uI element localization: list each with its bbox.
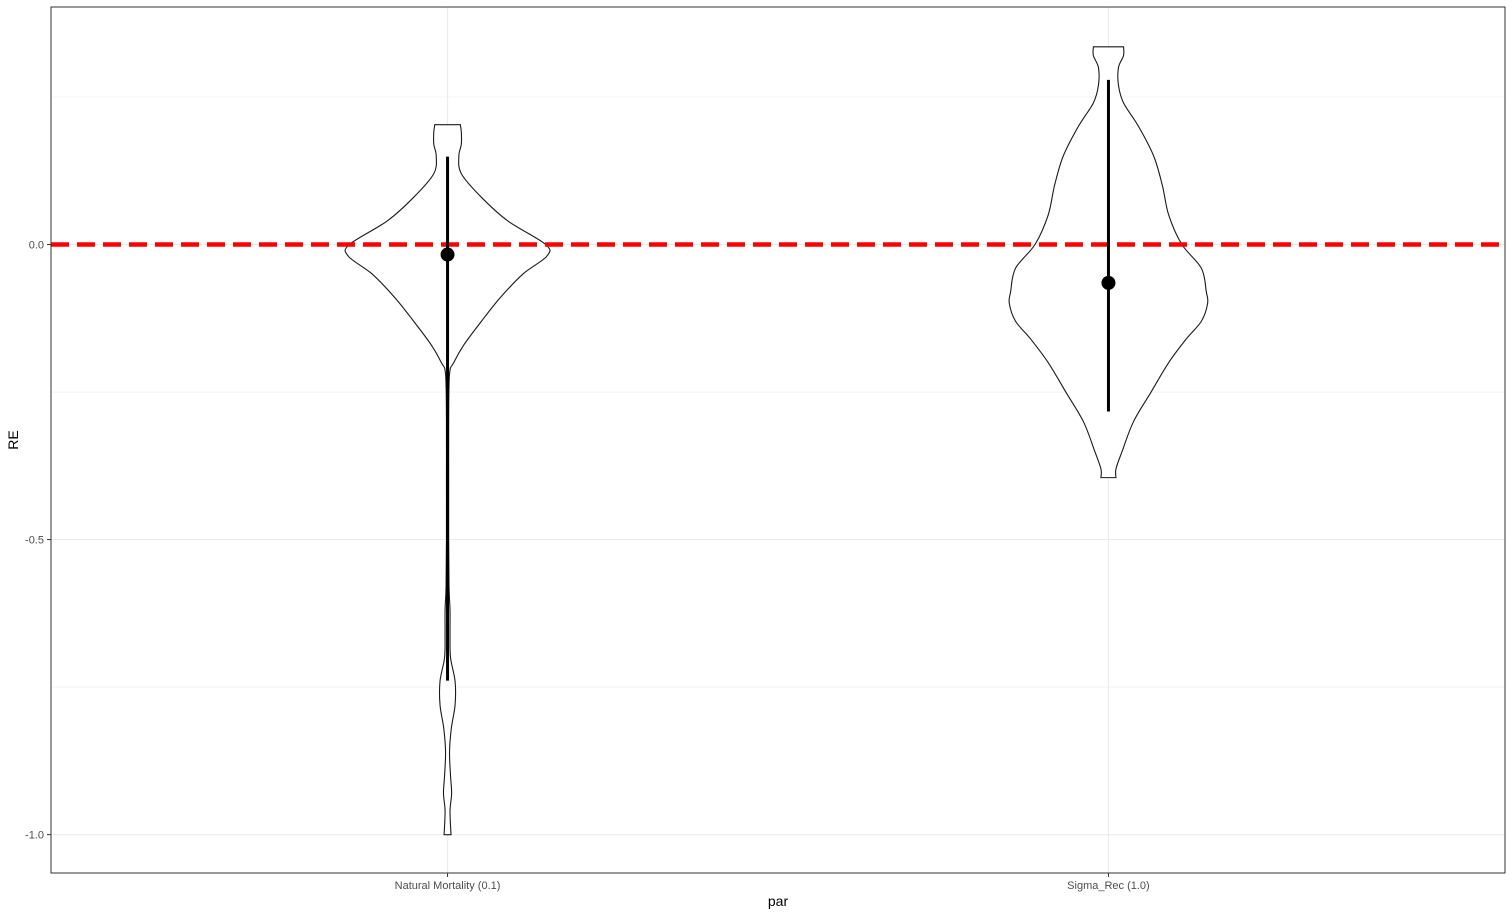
x-axis-title: par — [768, 893, 789, 909]
plot-panel — [51, 7, 1505, 873]
y-tick-label: -1.0 — [25, 830, 44, 842]
plot-border — [50, 6, 1506, 874]
minor-gridlines — [51, 96, 1505, 688]
x-axis-ticks: Natural Mortality (0.1) Sigma_Rec (1.0) — [395, 873, 1150, 892]
y-tick-label: -0.5 — [25, 535, 44, 547]
y-axis-ticks: 0.0 -0.5 -1.0 — [25, 240, 51, 842]
intervals — [440, 79, 1116, 681]
median-point — [440, 247, 455, 262]
x-tick-label: Natural Mortality (0.1) — [395, 880, 501, 892]
median-point — [1101, 275, 1116, 290]
x-tick-label: Sigma_Rec (1.0) — [1067, 880, 1150, 892]
y-tick-label: 0.0 — [29, 240, 44, 252]
y-axis-title: RE — [5, 430, 21, 449]
